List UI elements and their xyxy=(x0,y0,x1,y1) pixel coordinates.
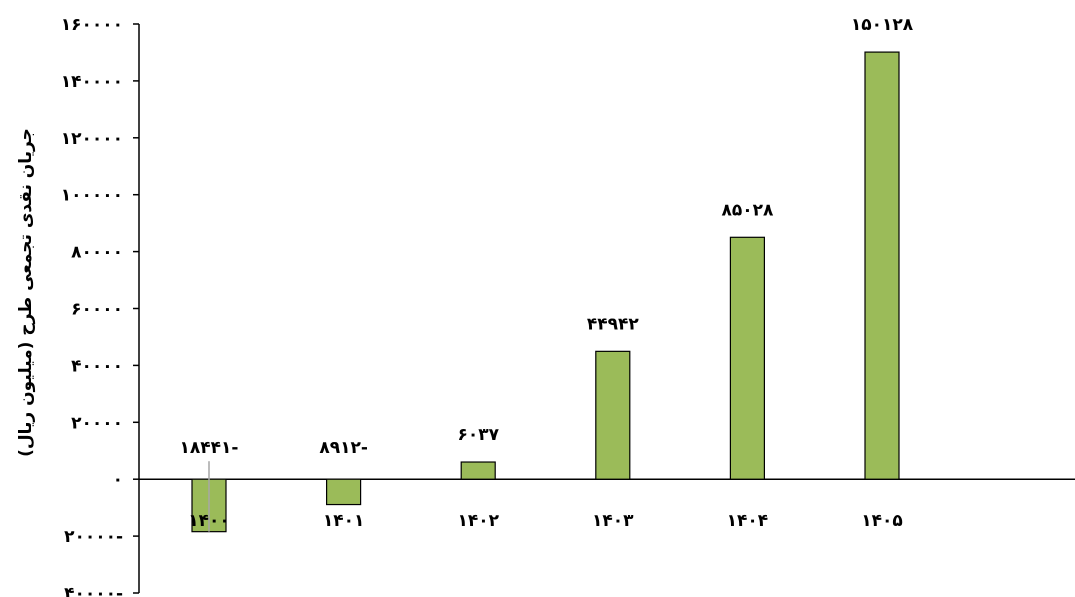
y-tick-label: ۴۰۰۰۰- xyxy=(64,584,123,597)
chart-labels: ۴۰۰۰۰- ۲۰۰۰۰- ۰ ۲۰۰۰۰ ۴۰۰۰۰ ۶۰۰۰۰ ۸۰۰۰۰ ۱۰۰۰۰۰ ۱… xyxy=(61,15,914,597)
x-tick-label: ۱۴۰۵ xyxy=(861,511,903,531)
y-tick-label: ۲۰۰۰۰ xyxy=(71,413,123,433)
y-tick-label: ۱۲۰۰۰۰ xyxy=(61,129,123,149)
data-label: ۸۵۰۲۸ xyxy=(721,200,774,220)
y-tick-label: ۸۰۰۰۰ xyxy=(71,243,123,263)
y-tick-label: ۰ xyxy=(113,470,123,490)
data-label: ۸۹۱۲- xyxy=(319,438,368,458)
y-tick-label: ۲۰۰۰۰- xyxy=(64,527,123,547)
y-tick-label: ۱۴۰۰۰۰ xyxy=(61,72,123,92)
bar xyxy=(326,478,362,506)
data-label: ۴۴۹۴۲ xyxy=(587,314,640,334)
data-label: ۱۵۰۱۲۸ xyxy=(851,15,914,35)
chart-axes xyxy=(133,23,1075,594)
y-tick-label: ۶۰۰۰۰ xyxy=(71,300,123,320)
bar xyxy=(729,236,766,480)
chart-bars xyxy=(191,51,900,533)
x-tick-label: ۱۴۰۴ xyxy=(727,511,769,531)
data-label: ۶۰۳۷ xyxy=(457,425,499,445)
y-tick-label: ۴۰۰۰۰ xyxy=(71,356,123,376)
bar xyxy=(460,461,496,480)
y-axis-title: جریان نقدی تجمعی طرح (میلیون ریال) xyxy=(16,128,36,457)
x-tick-label: ۱۴۰۲ xyxy=(457,511,499,531)
y-tick-label: ۱۰۰۰۰۰ xyxy=(61,186,123,206)
x-tick-label: ۱۴۰۱ xyxy=(323,511,365,531)
y-tick-label: ۱۶۰۰۰۰ xyxy=(61,15,123,35)
x-tick-label: ۱۴۰۳ xyxy=(592,511,634,531)
data-label: ۱۸۴۴۱- xyxy=(180,438,239,458)
bar xyxy=(595,350,631,480)
bar xyxy=(864,51,900,480)
